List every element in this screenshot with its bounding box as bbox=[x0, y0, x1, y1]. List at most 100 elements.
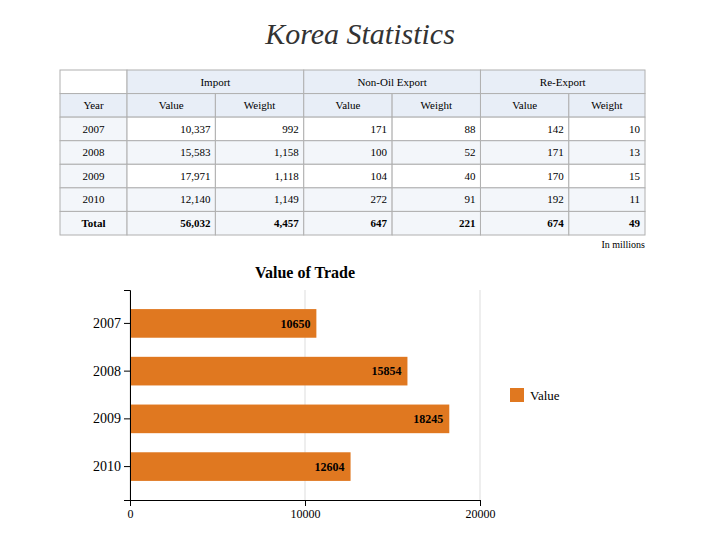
tick-label: 2010 bbox=[93, 459, 121, 474]
table-cell bbox=[569, 188, 645, 212]
table-cell bbox=[215, 141, 303, 165]
table-cell bbox=[569, 117, 645, 141]
table-header-cell bbox=[480, 70, 645, 94]
table-cell-text: 192 bbox=[547, 193, 564, 205]
table-cell bbox=[569, 164, 645, 188]
table-cell bbox=[127, 117, 215, 141]
table-cell-text: 2008 bbox=[83, 146, 106, 158]
table-cell bbox=[392, 117, 480, 141]
table-cell bbox=[480, 141, 568, 165]
table-cell-text: 272 bbox=[371, 193, 388, 205]
table-header-cell bbox=[215, 94, 303, 118]
table-group-header: Import bbox=[200, 76, 230, 88]
table-cell bbox=[60, 141, 127, 165]
table-cell bbox=[215, 188, 303, 212]
table-column-header: Weight bbox=[591, 99, 623, 111]
table-cell-text: 170 bbox=[547, 170, 564, 182]
tick-label: 10000 bbox=[291, 507, 321, 521]
table-header-cell bbox=[60, 94, 127, 118]
table-cell-text: 13 bbox=[629, 146, 641, 158]
table-cell bbox=[304, 211, 392, 235]
table-cell bbox=[304, 117, 392, 141]
tick-mark bbox=[124, 466, 130, 467]
tick-mark bbox=[124, 323, 130, 324]
tick-label: 20000 bbox=[466, 507, 496, 521]
table-cell-text: 15 bbox=[629, 170, 641, 182]
bar bbox=[130, 452, 351, 481]
table-cell bbox=[392, 164, 480, 188]
table-cell bbox=[392, 211, 480, 235]
tick-label: 2009 bbox=[93, 411, 121, 426]
tick: 20000 bbox=[466, 500, 496, 521]
table-cell-text: 1,149 bbox=[274, 193, 299, 205]
table-note: In millions bbox=[601, 239, 645, 250]
table-cell-text: 17,971 bbox=[180, 170, 210, 182]
table-header-cell bbox=[304, 94, 392, 118]
table-cell bbox=[60, 164, 127, 188]
table-cell-text: 52 bbox=[464, 146, 475, 158]
table-cell-text: 104 bbox=[371, 170, 388, 182]
table-cell-text: 171 bbox=[547, 146, 564, 158]
table-cell-text: 12,140 bbox=[180, 193, 211, 205]
table-cell bbox=[60, 188, 127, 212]
tick-mark bbox=[124, 418, 130, 419]
table-cell bbox=[392, 188, 480, 212]
table-cell-text: 992 bbox=[282, 123, 299, 135]
tick-mark bbox=[480, 500, 481, 506]
table-cell bbox=[304, 188, 392, 212]
y-axis: 2010 2009 2008 2007 bbox=[93, 291, 131, 501]
legend-label: Value bbox=[530, 388, 560, 403]
table-column-header: Weight bbox=[421, 99, 453, 111]
table-header-cell bbox=[127, 94, 215, 118]
tick: 2008 bbox=[93, 364, 130, 379]
table-cell bbox=[480, 211, 568, 235]
table-cell-text: 40 bbox=[464, 170, 476, 182]
table-group-header: Non-Oil Export bbox=[357, 76, 426, 88]
table-cell-text: 100 bbox=[371, 146, 388, 158]
table-cell-text: 2009 bbox=[83, 170, 106, 182]
table: ImportNon-Oil ExportRe-ExportYearValueWe… bbox=[60, 70, 645, 250]
tick: 2009 bbox=[93, 411, 130, 426]
table-cell bbox=[60, 117, 127, 141]
bar bbox=[130, 309, 316, 338]
table-column-header: Value bbox=[512, 99, 537, 111]
table-cell bbox=[215, 164, 303, 188]
axis-line bbox=[131, 501, 481, 507]
table-cell bbox=[304, 164, 392, 188]
table-cell bbox=[569, 211, 645, 235]
table-cell-text: 1,118 bbox=[274, 170, 299, 182]
table-cell-text: 15,583 bbox=[180, 146, 211, 158]
table-column-header: Value bbox=[335, 99, 360, 111]
table-header-cell bbox=[127, 70, 304, 94]
table-header-cell bbox=[480, 94, 568, 118]
tick: 0 bbox=[128, 500, 134, 521]
table-cell bbox=[60, 211, 127, 235]
table-cell-text: 11 bbox=[629, 193, 640, 205]
table-cell bbox=[127, 141, 215, 165]
table-cell bbox=[569, 141, 645, 165]
tick-mark bbox=[305, 500, 306, 506]
table-group-header: Re-Export bbox=[540, 76, 586, 88]
table-cell bbox=[127, 211, 215, 235]
bar bbox=[130, 405, 449, 434]
tick-label: 0 bbox=[128, 507, 134, 521]
table-cell-text: Total bbox=[81, 217, 105, 229]
title: Korea Statistics bbox=[264, 17, 455, 50]
table-cell bbox=[215, 117, 303, 141]
table-header-cell bbox=[569, 94, 645, 118]
bar bbox=[130, 357, 407, 386]
table-cell-text: 88 bbox=[464, 123, 476, 135]
table-cell bbox=[127, 164, 215, 188]
table-cell-text: 647 bbox=[371, 217, 388, 229]
table-cell bbox=[215, 211, 303, 235]
tick: 2007 bbox=[93, 316, 130, 331]
data-label: 15854 bbox=[371, 364, 401, 378]
axis-line bbox=[124, 291, 131, 501]
table-cell-text: 221 bbox=[459, 217, 476, 229]
data-label: 10650 bbox=[280, 317, 310, 331]
data-label: 12604 bbox=[315, 460, 345, 474]
table-column-header: Value bbox=[159, 99, 184, 111]
table-column-header: Weight bbox=[244, 99, 276, 111]
data-labels: 12604182451585410650 bbox=[280, 317, 443, 474]
table-cell-text: 674 bbox=[547, 217, 564, 229]
